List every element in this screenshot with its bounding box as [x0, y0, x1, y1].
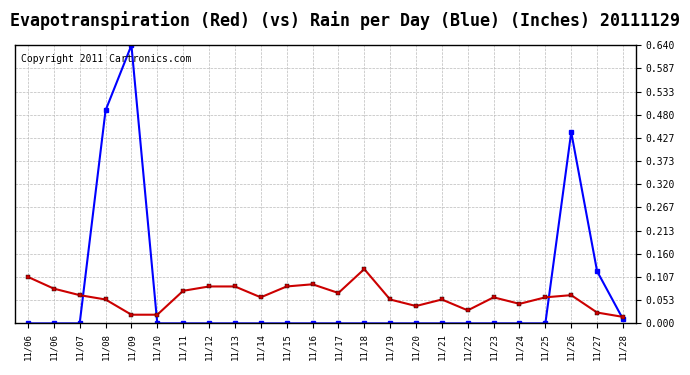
- Text: Evapotranspiration (Red) (vs) Rain per Day (Blue) (Inches) 20111129: Evapotranspiration (Red) (vs) Rain per D…: [10, 11, 680, 30]
- Text: Copyright 2011 Cartronics.com: Copyright 2011 Cartronics.com: [21, 54, 192, 64]
